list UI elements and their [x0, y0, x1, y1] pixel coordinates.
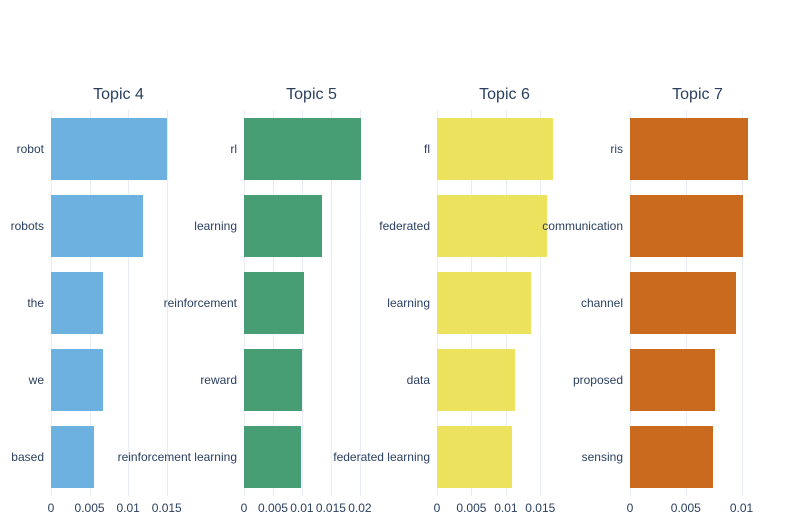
x-tick-label: 0.005 — [670, 501, 701, 515]
category-label: learning — [387, 296, 430, 310]
bar-learning — [244, 194, 322, 257]
category-label: communication — [542, 218, 623, 233]
x-tick-label: 0.015 — [151, 501, 182, 515]
x-tick-label: 0.015 — [315, 501, 346, 515]
x-tick-label: 0.01 — [290, 501, 314, 515]
category-label: reward — [200, 373, 237, 388]
bar-reinforcement — [244, 272, 304, 334]
category-label: learning — [194, 218, 237, 233]
x-tick-label: 0.02 — [348, 501, 372, 515]
category-label: robot — [16, 141, 44, 156]
plot-area — [51, 110, 186, 496]
x-tick-label: 0.01 — [116, 501, 140, 515]
bar-reward — [244, 349, 302, 412]
x-tick-label: 0.01 — [494, 501, 518, 515]
x-gridline — [167, 110, 168, 496]
bar-learning — [437, 272, 531, 334]
bar-robot — [51, 117, 167, 180]
bar-robots — [51, 194, 143, 257]
bar-fl — [437, 117, 553, 180]
category-label: sensing — [581, 450, 623, 465]
subplot-title: Topic 6 — [479, 86, 530, 103]
x-gridline — [742, 110, 743, 496]
category-label: federated learning — [333, 450, 430, 465]
bar-reinforcement-learning — [244, 426, 301, 489]
x-gridline — [360, 110, 361, 496]
bar-sensing — [630, 426, 713, 489]
x-gridline — [331, 110, 332, 496]
category-label: based — [11, 450, 44, 465]
bar-data — [437, 349, 515, 412]
category-label: we — [28, 373, 44, 388]
x-gridline — [540, 110, 541, 496]
category-label: federated — [379, 218, 430, 233]
category-label: the — [27, 296, 44, 310]
bar-communication — [630, 194, 743, 257]
bar-federated-learning — [437, 426, 512, 489]
x-tick-label: 0.015 — [525, 501, 556, 515]
category-label: data — [406, 373, 430, 388]
category-label: channel — [580, 296, 623, 310]
category-label: reinforcement learning — [117, 450, 237, 465]
bar-proposed — [630, 349, 715, 412]
category-label: ris — [610, 141, 623, 156]
category-label: fl — [424, 141, 430, 156]
plot-area — [437, 110, 572, 496]
x-gridline — [128, 110, 129, 496]
x-tick-label: 0.005 — [74, 501, 105, 515]
plot-area — [244, 110, 379, 496]
subplot-title: Topic 7 — [672, 86, 723, 103]
subplot-title: Topic 5 — [286, 86, 337, 103]
category-label: proposed — [572, 373, 623, 388]
category-label: reinforcement — [163, 296, 237, 310]
x-tick-label: 0.01 — [729, 501, 754, 515]
bar-ris — [630, 117, 748, 180]
bar-federated — [437, 194, 547, 257]
x-tick-label: 0 — [626, 501, 634, 515]
bar-the — [51, 272, 103, 334]
x-tick-label: 0 — [47, 501, 55, 515]
x-tick-label: 0.005 — [456, 501, 487, 515]
bar-we — [51, 349, 103, 412]
plot-area — [630, 110, 765, 496]
bar-rl — [244, 117, 361, 180]
category-label: robots — [10, 218, 44, 233]
bar-based — [51, 426, 94, 489]
subplot-title: Topic 4 — [93, 86, 144, 103]
x-tick-label: 0.005 — [257, 501, 288, 515]
bar-channel — [630, 272, 736, 334]
x-tick-label: 0 — [433, 501, 441, 515]
category-label: rl — [230, 141, 237, 156]
x-tick-label: 0 — [240, 501, 248, 515]
